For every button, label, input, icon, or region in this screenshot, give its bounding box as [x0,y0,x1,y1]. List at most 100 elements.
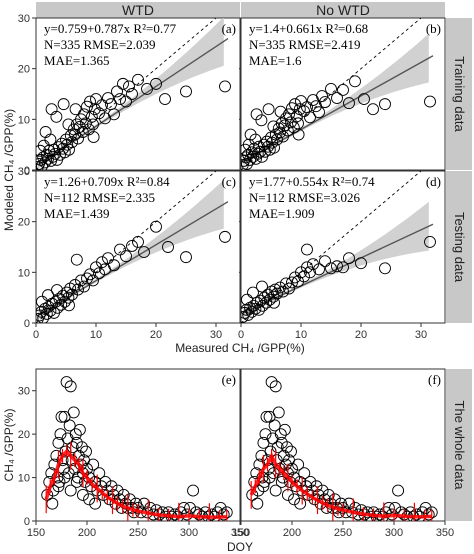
observed-point [322,488,335,501]
x-tick-label: 10 [90,329,102,341]
data-point [93,267,105,280]
stats-annotation-line: MAE=1.365 [44,53,109,68]
x-tick-label: 20 [355,329,367,341]
data-point [51,284,63,297]
data-point [81,272,93,285]
observed-point [274,428,287,441]
panel-b: y=1.4+0.661x R²=0.68N=335 RMSE=2.419MAE=… [239,17,446,172]
observed-point [93,467,106,480]
data-point [36,295,48,308]
data-point [283,282,295,295]
x-tick-label: 10 [295,329,307,341]
observed-point [105,480,118,493]
data-point [42,289,54,302]
side-label-whole: The whole data [452,401,467,491]
observed-point [260,410,273,423]
data-point [277,285,289,298]
stats-annotation-line: N=335 RMSE=2.419 [249,37,360,52]
strip-label-no-wtd: No WTD [316,2,370,18]
x-tick-label: 250 [129,527,147,539]
observed-point [288,493,300,506]
data-point [90,93,102,106]
x-tick-label: 150 [27,527,45,539]
observed-point [272,406,285,419]
data-point [75,274,87,287]
data-point [37,139,50,152]
y-tick-label: 20 [18,64,30,76]
observed-point [395,506,408,519]
observed-point [275,475,288,488]
side-strip-testing [446,171,472,323]
data-point [64,129,77,142]
stats-annotation-line: y=1.26+0.709x R²=0.84 [44,174,170,189]
panel-plot-area [41,376,233,521]
data-point [159,93,171,106]
observed-point [290,480,303,493]
data-point [241,293,253,306]
modeled-series-line [44,448,227,519]
observed-point [310,480,323,493]
x-tick-label: 0 [238,329,244,341]
data-point [271,287,283,300]
observed-point [355,504,368,517]
data-point [258,291,271,304]
y-tick-label: 20 [18,429,30,441]
data-point [256,299,269,312]
observed-point [103,493,116,506]
modeled-series-line [249,451,432,519]
data-point [87,118,99,131]
data-point [325,82,337,95]
data-point [268,296,280,309]
x-tick-label: 200 [78,527,96,539]
observed-point [217,508,230,521]
observed-point [410,508,423,521]
stats-annotation-line: N=112 RMSE=3.026 [249,190,360,205]
data-point [267,120,280,133]
data-point [70,253,83,266]
panel-label: (d) [426,174,441,189]
stats-annotation-line: N=112 RMSE=2.335 [44,190,155,205]
data-point [138,246,150,259]
data-point [108,259,120,272]
data-point [219,80,231,93]
y-tick-label: 30 [18,166,30,178]
bottom-y-axis-title: CH₄ /GPP(%) [2,409,16,482]
panel-plot-area [36,18,231,170]
y-tick-label: 10 [18,267,30,279]
observed-point [259,428,272,441]
observed-point [332,506,345,519]
data-point [316,90,328,102]
x-tick-label: 30 [210,329,222,341]
data-point [242,138,255,151]
data-point [126,88,138,100]
data-point [319,96,331,109]
data-point [379,262,391,275]
data-point [337,83,349,96]
x-tick-label: 350 [436,527,454,539]
observed-point [419,502,432,514]
data-point [96,256,108,269]
data-point [69,103,82,116]
data-point [304,266,316,279]
observed-point [251,497,264,510]
data-point [245,305,258,318]
data-point [114,243,126,256]
stats-annotation-line: MAE=1.6 [249,53,302,68]
side-strip-whole [446,369,472,521]
observed-point [292,458,305,471]
data-point [180,85,192,98]
data-point [304,111,316,124]
observed-point [52,480,65,493]
panel-e: 150 200 250 300 350 0 10 20 30 (e) [18,368,249,539]
data-point [88,103,101,116]
observed-point [269,484,282,497]
strip-wtd [36,2,240,18]
data-point [120,95,132,108]
observed-point [268,419,281,432]
x-tick-label: 300 [385,527,403,539]
panel-plot-area [246,376,438,521]
observed-point [73,423,86,436]
data-point [349,75,361,88]
observed-point [83,471,95,484]
data-point [55,137,68,150]
